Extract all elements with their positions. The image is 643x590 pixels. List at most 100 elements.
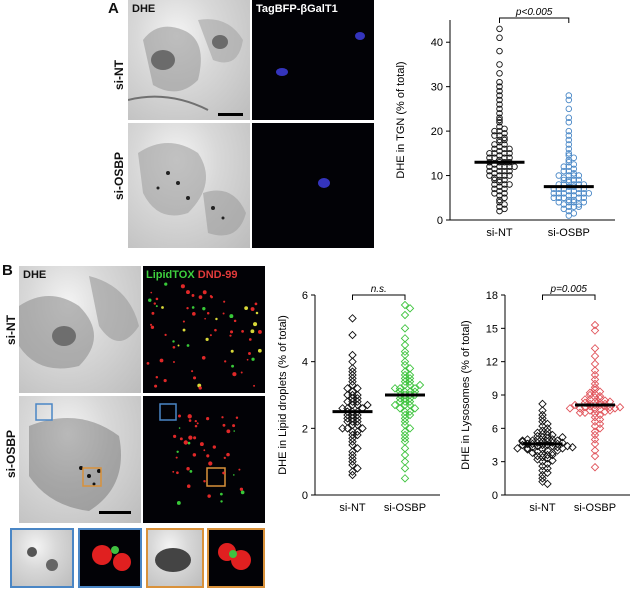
data-point [555,194,563,202]
data-point [496,25,503,33]
punctum [192,312,196,316]
punctum [244,306,249,311]
data-point [590,462,600,472]
data-point [560,163,568,170]
data-point [390,400,400,410]
significance-bracket [542,294,596,300]
x-tick-label: si-NT [339,502,366,514]
data-point [590,435,600,444]
y-axis-label: DHE in Lysosomes (% of total) [460,320,472,469]
data-point [565,176,573,184]
data-point [553,442,562,452]
lipid-droplet-scatter-chart: 0 2 4 6 DHE in Lipid droplets (% of total) si… [277,284,440,514]
data-point [501,172,508,179]
data-point [343,390,352,400]
punctum [164,333,167,337]
panel-a-row2-label: si-OSBP [112,151,126,200]
panel-b-dhe-label: DHE [23,269,47,281]
data-point [496,70,503,77]
punctum [182,320,185,323]
data-point [400,464,410,473]
punctum [246,358,249,361]
y-tick-label: 20 [431,126,443,138]
data-point [348,437,357,446]
data-point [595,424,605,433]
data-point [555,172,563,179]
punctum [201,355,206,360]
data-point [400,434,410,443]
punctum [233,474,235,476]
data-point [506,181,513,188]
data-point [585,190,593,197]
data-point [496,207,503,215]
data-point [496,96,503,104]
x-tick-label: si-OSBP [574,502,616,514]
punctum [248,338,252,341]
punctum [178,427,181,429]
y-tick-label: 15 [486,323,498,335]
punctum [203,479,206,483]
punctum [175,456,178,459]
cell-outline-graphic [19,276,139,369]
panel-a-galt-sint-image: TagBFP-βGalT1 [252,0,374,120]
punctum [159,358,164,363]
cell-outline-graphic [29,403,131,514]
punctum [154,384,158,388]
data-point [486,163,493,170]
data-point [538,417,547,426]
punctum [257,348,262,353]
punctum [250,329,255,334]
punctum [250,307,255,312]
data-point [565,92,573,99]
punctum [149,323,153,326]
data-point [358,424,367,433]
data-point [496,78,503,86]
data-point [506,163,513,170]
data-point [575,203,583,210]
data-point [338,424,347,433]
data-point [400,474,410,483]
data-point [585,388,595,398]
data-point [565,105,573,113]
data-point [575,176,583,184]
data-point [590,446,600,455]
significance-label: p<0.005 [515,7,553,18]
data-point [580,194,588,202]
data-point [348,467,357,476]
data-point [543,468,552,478]
data-point [590,417,600,426]
data-point [496,83,503,90]
data-point [348,470,357,480]
y-tick-label: 3 [492,457,498,469]
data-point [353,397,362,406]
punctum [177,344,180,347]
inset-orange-dhe [146,528,204,588]
data-point [580,395,590,404]
data-point [560,167,568,175]
punctum [231,364,235,368]
data-point [405,304,415,313]
data-point [600,407,610,416]
data-point [348,457,357,466]
punctum [212,445,217,449]
punctum [223,300,226,303]
punctum [153,302,156,305]
punctum [176,501,181,505]
y-tick-label: 40 [431,37,443,49]
data-point [590,320,600,330]
lysosome-scatter-chart: 0 3 6 9 12 15 18 DHE in Lysosomes (% of total) s… [460,284,630,514]
data-point [523,445,532,454]
panel-a-galt-siosbp-image [252,123,374,248]
data-point [405,377,415,386]
punctum [222,423,226,427]
panel-b-dhe-sint-image: DHE [19,266,141,393]
data-point [496,34,503,42]
data-point [405,424,415,433]
punctum [172,345,176,349]
data-point [590,421,600,431]
data-point [496,105,503,113]
tgn-scatter-chart: 0 10 20 30 40 DHE in TGN (% of total) si-NT si-… [395,7,615,239]
data-point [501,136,508,144]
data-point [496,196,503,204]
data-point [585,406,595,415]
